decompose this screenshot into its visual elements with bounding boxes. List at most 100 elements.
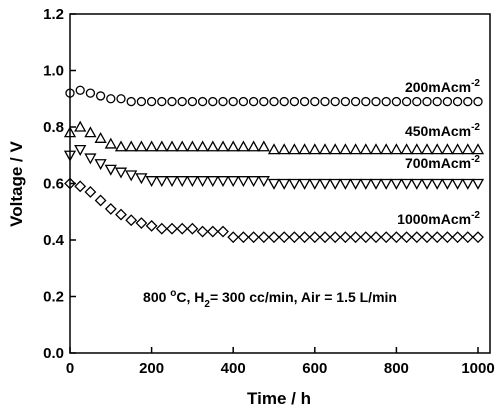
note-part: = 300 cc/min, Air = 1.5 L/min <box>210 289 397 305</box>
data-point <box>451 231 464 244</box>
data-point <box>410 178 423 190</box>
data-point <box>206 140 219 152</box>
data-point <box>400 178 413 190</box>
data-point <box>359 178 372 190</box>
data-point <box>165 140 179 152</box>
data-point <box>288 231 301 244</box>
series-label: 200mAcm-2 <box>405 78 480 95</box>
data-point <box>339 178 352 190</box>
data-point <box>216 176 230 188</box>
note-part: C, H <box>176 289 204 305</box>
data-point <box>176 222 189 235</box>
data-point <box>431 143 444 155</box>
data-point <box>135 140 148 152</box>
data-point <box>420 143 434 155</box>
data-point <box>125 170 138 182</box>
data-point <box>452 96 463 107</box>
data-point <box>288 143 301 155</box>
data-point <box>177 96 187 107</box>
data-point <box>412 96 422 107</box>
data-point <box>114 167 128 179</box>
data-point <box>186 176 199 188</box>
data-point <box>247 231 260 244</box>
data-point <box>114 140 128 152</box>
data-point <box>269 96 279 107</box>
data-point <box>176 176 189 188</box>
data-point <box>318 143 332 155</box>
data-point <box>320 96 330 107</box>
data-point <box>74 144 87 156</box>
data-point <box>145 219 158 232</box>
x-tick-label: 200 <box>139 360 164 377</box>
x-tick-label: 600 <box>302 360 327 377</box>
data-point <box>247 176 260 188</box>
series-name-superscript: -2 <box>471 78 480 89</box>
y-tick-label: 1.2 <box>43 6 64 23</box>
data-point <box>227 140 240 152</box>
data-point <box>217 225 229 238</box>
data-point <box>206 176 219 188</box>
data-point <box>410 231 423 244</box>
series-name-superscript: -2 <box>471 154 480 165</box>
data-point <box>167 96 177 107</box>
data-point <box>330 96 340 107</box>
y-tick-label: 0.6 <box>43 176 64 193</box>
data-point <box>94 159 107 171</box>
data-point <box>340 96 351 107</box>
data-point <box>196 140 209 152</box>
data-point <box>359 143 372 155</box>
data-point <box>390 178 403 190</box>
data-point <box>279 96 289 107</box>
data-point <box>471 178 485 190</box>
data-point <box>268 231 280 244</box>
data-point <box>369 143 383 155</box>
data-point <box>104 164 117 176</box>
data-point <box>63 126 77 138</box>
data-point <box>176 140 189 152</box>
data-point <box>248 96 259 107</box>
data-point <box>329 143 342 155</box>
data-point <box>339 231 352 244</box>
data-point <box>371 96 381 107</box>
data-point <box>369 178 383 190</box>
x-tick-label: 0 <box>66 360 74 377</box>
data-point <box>146 96 157 107</box>
data-point <box>186 222 199 235</box>
data-point <box>126 96 136 107</box>
data-point <box>94 194 107 207</box>
data-point <box>157 96 167 107</box>
data-point <box>227 176 240 188</box>
data-point <box>370 231 382 244</box>
data-point <box>227 231 240 244</box>
x-tick-label: 800 <box>384 360 409 377</box>
data-point <box>441 178 454 190</box>
data-point <box>298 231 311 244</box>
data-point <box>278 178 291 190</box>
data-point <box>349 178 362 190</box>
data-point <box>390 231 403 244</box>
data-point <box>238 96 249 107</box>
note-part: o <box>170 288 176 299</box>
data-point <box>472 231 484 244</box>
series-label: 450mAcm-2 <box>405 122 480 139</box>
series-name-superscript: -2 <box>471 122 480 133</box>
data-point <box>278 143 291 155</box>
series-name: 700mAcm <box>405 155 471 171</box>
data-point <box>381 96 391 107</box>
y-tick-label: 0.0 <box>43 345 64 362</box>
data-point <box>85 88 96 98</box>
y-axis-label: Voltage / V <box>7 141 26 227</box>
data-point <box>329 178 342 190</box>
x-tick-label: 1000 <box>461 360 494 377</box>
data-point <box>104 203 117 215</box>
data-point <box>155 222 168 235</box>
data-point <box>380 143 393 155</box>
data-point <box>208 96 218 107</box>
data-point <box>288 178 301 190</box>
data-point <box>257 231 270 244</box>
series-name: 200mAcm <box>405 79 471 95</box>
data-point <box>136 96 147 107</box>
data-point <box>267 178 281 190</box>
data-point <box>463 96 473 107</box>
data-point <box>237 231 250 244</box>
